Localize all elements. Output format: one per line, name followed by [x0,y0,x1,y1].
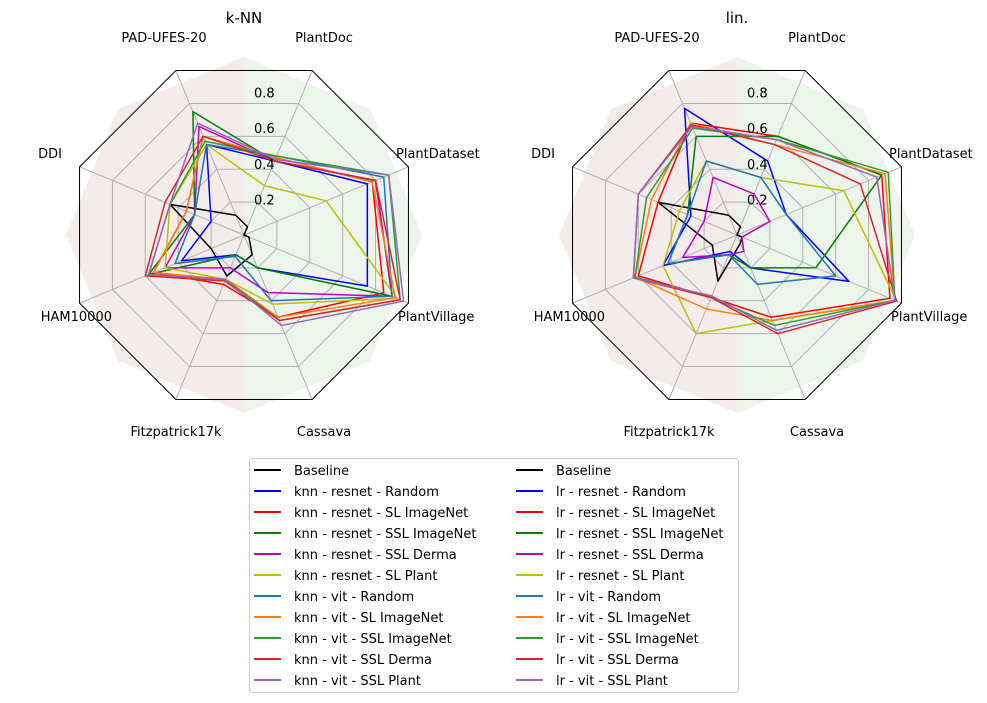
legend-label: knn - vit - SL ImageNet [294,611,443,626]
spoke [243,234,409,304]
skin-region-shading [559,57,737,413]
legend-box [249,458,739,693]
chart-title: k-NN [226,9,263,27]
outer-frame [572,70,902,400]
legend-label: lr - resnet - SL Plant [556,569,684,584]
axis-label: Cassava [790,425,844,440]
axis-label: HAM10000 [534,310,605,325]
series-line-7 [667,160,837,286]
legend-label: lr - vit - SSL Derma [556,653,679,668]
legend-label: lr - vit - SSL ImageNet [556,632,699,647]
radial-tick-label: 0.6 [254,122,275,137]
radar-chart-lin: 0.2 0.4 0.6 0.8 PlantDoc PAD-UFES-20 DDI HAM100… [531,9,973,440]
series-line-2 [662,107,850,283]
spoke [736,234,902,304]
axis-label: Cassava [297,425,351,440]
legend-label: Baseline [294,464,349,479]
legend-label: lr - vit - SSL Plant [556,674,668,689]
chart-title: lin. [726,9,749,27]
legend-label: lr - resnet - SL ImageNet [556,506,715,521]
radial-tick-label: 0.2 [747,193,768,208]
axis-label: PlantDataset [396,147,480,162]
radial-tick-label: 0.8 [747,87,768,102]
series-line-8 [634,122,896,322]
spoke [572,234,738,304]
spoke [668,70,738,236]
axis-label: PAD-UFES-20 [614,31,699,46]
legend-label: Baseline [556,464,611,479]
outer-frame [79,70,409,400]
spoke [79,166,245,236]
radial-tick-label: 0.4 [747,158,768,173]
legend-label: lr - resnet - Random [556,485,686,500]
legend-label: lr - vit - SL ImageNet [556,611,690,626]
axis-label: PlantDoc [788,31,846,46]
radial-tick-label: 0.8 [254,87,275,102]
spoke [572,166,738,236]
legend-label: knn - resnet - SL Plant [294,569,437,584]
axis-label: HAM10000 [41,310,112,325]
axis-label: PlantDataset [889,147,973,162]
legend-label: knn - resnet - Random [294,485,439,500]
series-line-7 [174,143,393,302]
skin-region-shading [66,57,244,413]
legend-label: knn - vit - Random [294,590,414,605]
radial-tick-label: 0.4 [254,158,275,173]
legend-label: lr - vit - Random [556,590,661,605]
legend-label: knn - resnet - SSL Derma [294,548,457,563]
axis-label: Fitzpatrick17k [130,425,222,440]
legend-label: lr - resnet - SSL Derma [556,548,704,563]
radial-tick-label: 0.6 [747,122,768,137]
legend-label: knn - vit - SSL Derma [294,653,432,668]
axis-label: PAD-UFES-20 [121,31,206,46]
series-line-6 [662,160,898,335]
axis-label: PlantVillage [398,310,474,325]
series-line-10 [632,124,898,335]
radial-tick-label: 0.2 [254,193,275,208]
axis-label: PlantDoc [295,31,353,46]
legend-label: lr - resnet - SSL ImageNet [556,527,723,542]
series-line-11 [632,125,896,332]
legend-label: knn - vit - SSL Plant [294,674,421,689]
spoke [175,70,245,236]
axis-label: PlantVillage [891,310,967,325]
spoke [736,70,806,236]
legend-label: knn - resnet - SL ImageNet [294,506,468,521]
spoke [175,234,245,400]
radar-chart-knn: 0.2 0.4 0.6 0.8 PlantDoc PAD-UFES-20 DDI HAM100… [38,9,480,440]
series-line-1 [169,203,253,277]
series-line-10 [144,135,401,322]
legend: Baseline knn - resnet - Random knn - resne… [249,458,739,693]
series-line-1 [657,201,743,282]
spoke [668,234,738,400]
legend-label: knn - resnet - SSL ImageNet [294,527,477,542]
spoke [79,234,245,304]
axis-label: DDI [38,147,62,162]
legend-label: knn - vit - SSL ImageNet [294,632,452,647]
axis-label: Fitzpatrick17k [623,425,715,440]
plant-region-shading [737,57,915,413]
spoke [243,70,313,236]
axis-label: DDI [531,147,555,162]
series-line-11 [147,122,405,327]
